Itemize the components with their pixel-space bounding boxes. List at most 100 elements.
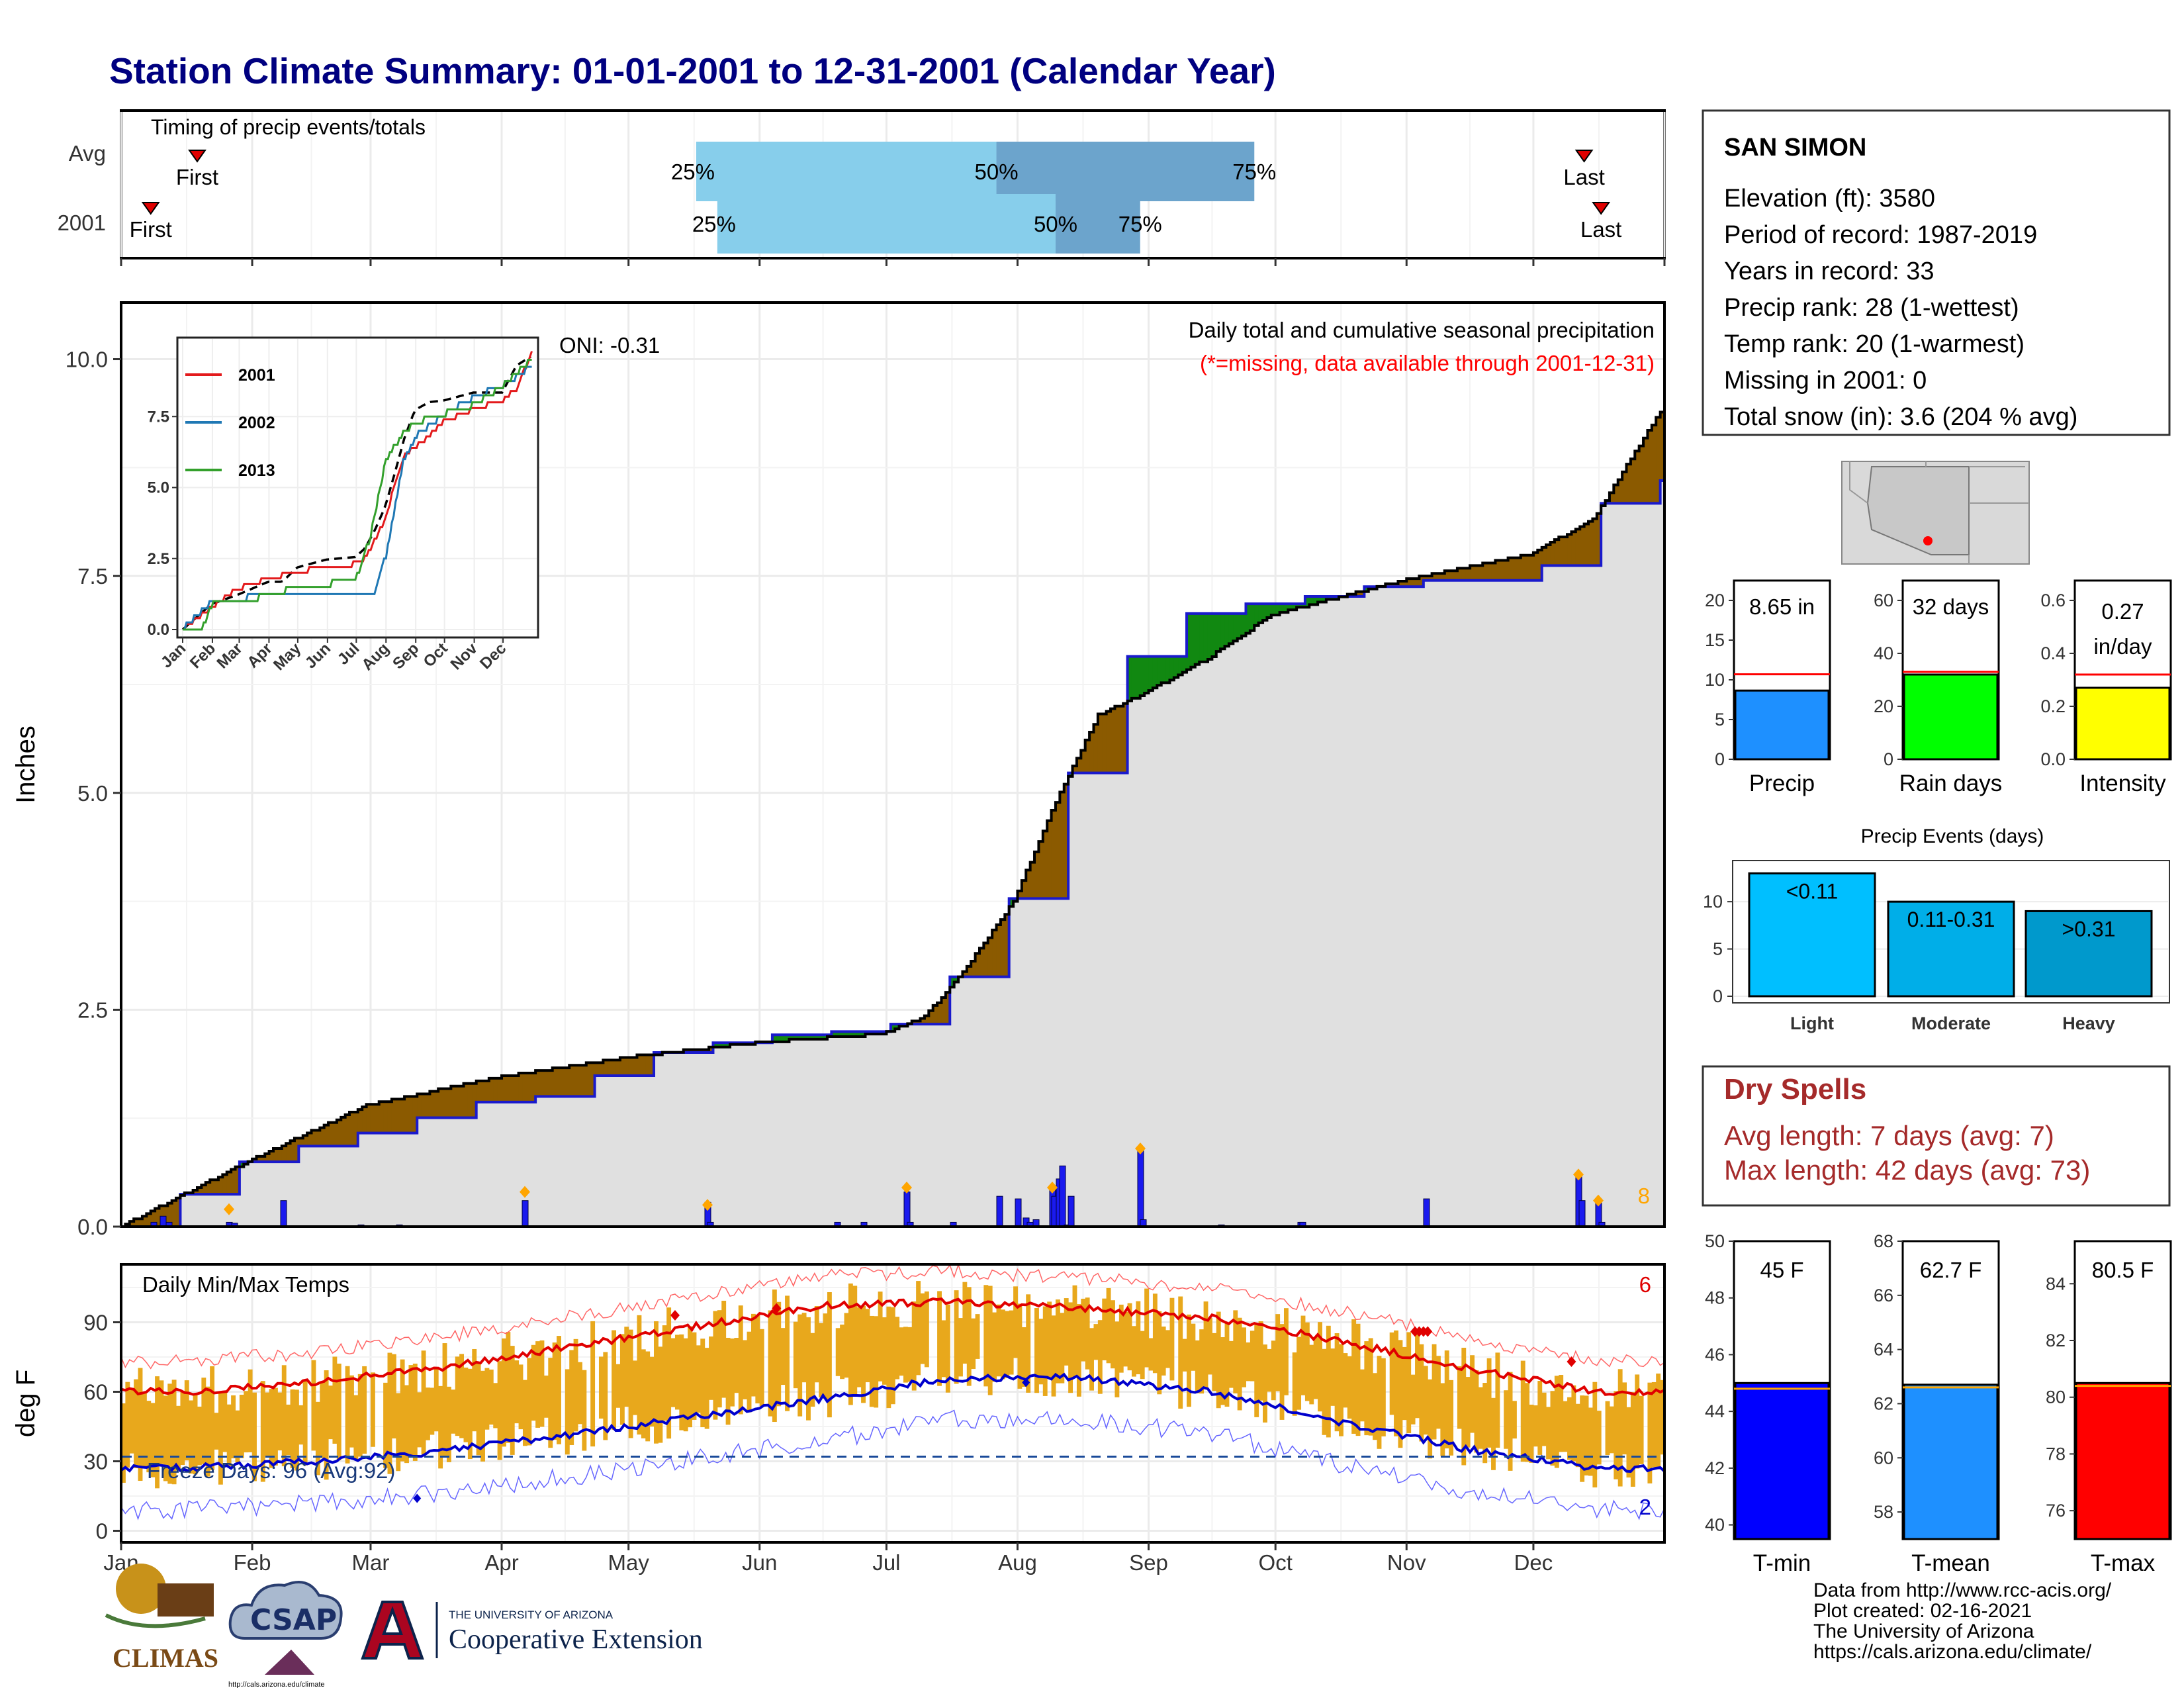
above-avg-band bbox=[557, 1068, 562, 1097]
daily-temp-range-bar bbox=[1304, 1322, 1310, 1401]
below-avg-band bbox=[848, 1031, 853, 1037]
daily-temp-range-bar bbox=[1318, 1322, 1322, 1412]
daily-temp-range-bar bbox=[286, 1404, 291, 1456]
above-avg-band bbox=[1499, 560, 1504, 581]
daily-temp-range-bar bbox=[244, 1391, 249, 1453]
station-name: SAN SIMON bbox=[1724, 134, 1866, 162]
above-avg-band bbox=[1537, 549, 1543, 581]
daily-temp-range-bar bbox=[696, 1345, 701, 1413]
events-tick-label: 10 bbox=[1703, 892, 1723, 912]
daily-temp-range-bar bbox=[1292, 1352, 1297, 1416]
above-avg-band bbox=[404, 1096, 410, 1133]
above-avg-band bbox=[987, 937, 993, 977]
above-avg-band bbox=[975, 953, 980, 977]
daily-temp-range-bar bbox=[1085, 1297, 1090, 1370]
dry-spells-box: Dry Spells Avg length: 7 days (avg: 7) M… bbox=[1702, 1065, 2171, 1207]
below-avg-band bbox=[1140, 656, 1145, 696]
daily-temp-range-bar bbox=[1076, 1304, 1081, 1397]
daily-temp-range-bar bbox=[442, 1343, 447, 1457]
climas-logo: CLIMAS bbox=[105, 1564, 218, 1673]
daily-temp-range-bar bbox=[971, 1318, 976, 1370]
daily-temp-range-bar bbox=[1199, 1329, 1205, 1394]
mini-bar-tick-label: 0.0 bbox=[2040, 749, 2066, 769]
daily-temp-range-bar bbox=[1512, 1401, 1517, 1439]
above-avg-band bbox=[996, 924, 1001, 977]
below-avg-band bbox=[1309, 596, 1314, 605]
daily-temp-range-bar bbox=[1435, 1356, 1441, 1429]
daily-temp-range-bar bbox=[958, 1318, 963, 1377]
daily-temp-range-bar bbox=[848, 1283, 853, 1405]
daily-temp-range-bar bbox=[1394, 1330, 1398, 1436]
above-avg-band bbox=[1435, 573, 1441, 581]
daily-temp-range-bar bbox=[1605, 1401, 1610, 1456]
ua-a-icon bbox=[361, 1601, 424, 1660]
daily-temp-range-bar bbox=[1195, 1340, 1200, 1393]
above-avg-band bbox=[1554, 539, 1559, 566]
daily-temp-range-bar bbox=[768, 1310, 773, 1417]
daily-temp-range-bar bbox=[1660, 1380, 1665, 1455]
daily-temp-range-bar bbox=[1060, 1313, 1065, 1383]
temp-panel-label: Daily Min/Max Temps bbox=[142, 1272, 349, 1297]
below-avg-band bbox=[1203, 613, 1208, 662]
daily-temp-range-bar bbox=[1355, 1323, 1361, 1436]
daily-temp-range-bar bbox=[193, 1395, 198, 1475]
daily-temp-range-bar bbox=[539, 1340, 545, 1427]
above-avg-band bbox=[1541, 547, 1547, 566]
daily-temp-range-bar bbox=[412, 1363, 418, 1461]
precip-events-title: Precip Events (days) bbox=[1861, 825, 2044, 847]
daily-temp-range-bar bbox=[725, 1337, 731, 1425]
above-avg-band bbox=[535, 1070, 541, 1097]
daily-temp-range-bar bbox=[1157, 1311, 1162, 1395]
above-avg-band bbox=[1651, 425, 1657, 504]
above-avg-band bbox=[1656, 417, 1661, 504]
above-avg-band bbox=[1508, 557, 1513, 581]
above-avg-band bbox=[1047, 820, 1052, 899]
above-avg-band bbox=[231, 1169, 236, 1195]
month-tick-label: May bbox=[608, 1550, 650, 1575]
inset-legend-label: 2013 bbox=[238, 461, 275, 480]
daily-temp-range-bar bbox=[1504, 1390, 1509, 1449]
daily-temp-range-bar bbox=[146, 1401, 152, 1473]
mini-bar-tick-label: 60 bbox=[1874, 590, 1893, 610]
month-tick-label: Mar bbox=[352, 1550, 390, 1575]
daily-temp-range-bar bbox=[615, 1364, 621, 1408]
daily-temp-range-bar bbox=[1140, 1331, 1145, 1380]
pct-label-75: 75% bbox=[1118, 212, 1162, 236]
daily-temp-range-bar bbox=[1533, 1405, 1538, 1447]
above-avg-band bbox=[1030, 862, 1035, 899]
daily-temp-range-bar bbox=[1102, 1298, 1107, 1360]
above-avg-band bbox=[1123, 703, 1128, 773]
above-avg-band bbox=[594, 1062, 600, 1076]
daily-temp-range-bar bbox=[1017, 1303, 1023, 1389]
daily-temp-range-bar bbox=[670, 1338, 676, 1407]
above-avg-band bbox=[1428, 576, 1433, 581]
above-avg-band bbox=[400, 1099, 405, 1133]
credit-line: https://cals.arizona.edu/climate/ bbox=[1813, 1641, 2092, 1663]
above-avg-band bbox=[1102, 714, 1107, 773]
above-avg-band bbox=[916, 1021, 921, 1025]
temp-bar-tick-label: 58 bbox=[1874, 1502, 1893, 1522]
daily-temp-range-bar bbox=[1165, 1330, 1170, 1368]
daily-temp-range-bar bbox=[324, 1370, 329, 1480]
above-avg-band bbox=[396, 1099, 401, 1133]
above-avg-band bbox=[1106, 711, 1111, 773]
below-avg-band bbox=[1187, 613, 1192, 670]
above-avg-band bbox=[945, 992, 950, 1025]
below-avg-band bbox=[835, 1031, 841, 1037]
above-avg-band bbox=[1609, 492, 1614, 504]
daily-temp-range-bar bbox=[1389, 1332, 1394, 1415]
above-avg-band bbox=[920, 1018, 925, 1025]
above-avg-band bbox=[1118, 706, 1124, 773]
above-avg-band bbox=[218, 1177, 223, 1195]
station-info-line: Period of record: 1987-2019 bbox=[1724, 221, 2037, 249]
daily-temp-range-bar bbox=[954, 1290, 959, 1384]
daily-temp-range-bar bbox=[1444, 1350, 1449, 1449]
csap-url-text: http://cals.arizona.edu/climate bbox=[228, 1681, 325, 1688]
above-avg-band bbox=[277, 1149, 283, 1162]
mini-bar-tick-label: 0 bbox=[1715, 749, 1725, 769]
daily-temp-range-bar bbox=[658, 1346, 663, 1443]
above-avg-band bbox=[1453, 571, 1458, 581]
below-avg-band bbox=[1191, 613, 1196, 667]
y-tick-label: 10.0 bbox=[66, 348, 108, 372]
above-avg-band bbox=[417, 1094, 422, 1118]
